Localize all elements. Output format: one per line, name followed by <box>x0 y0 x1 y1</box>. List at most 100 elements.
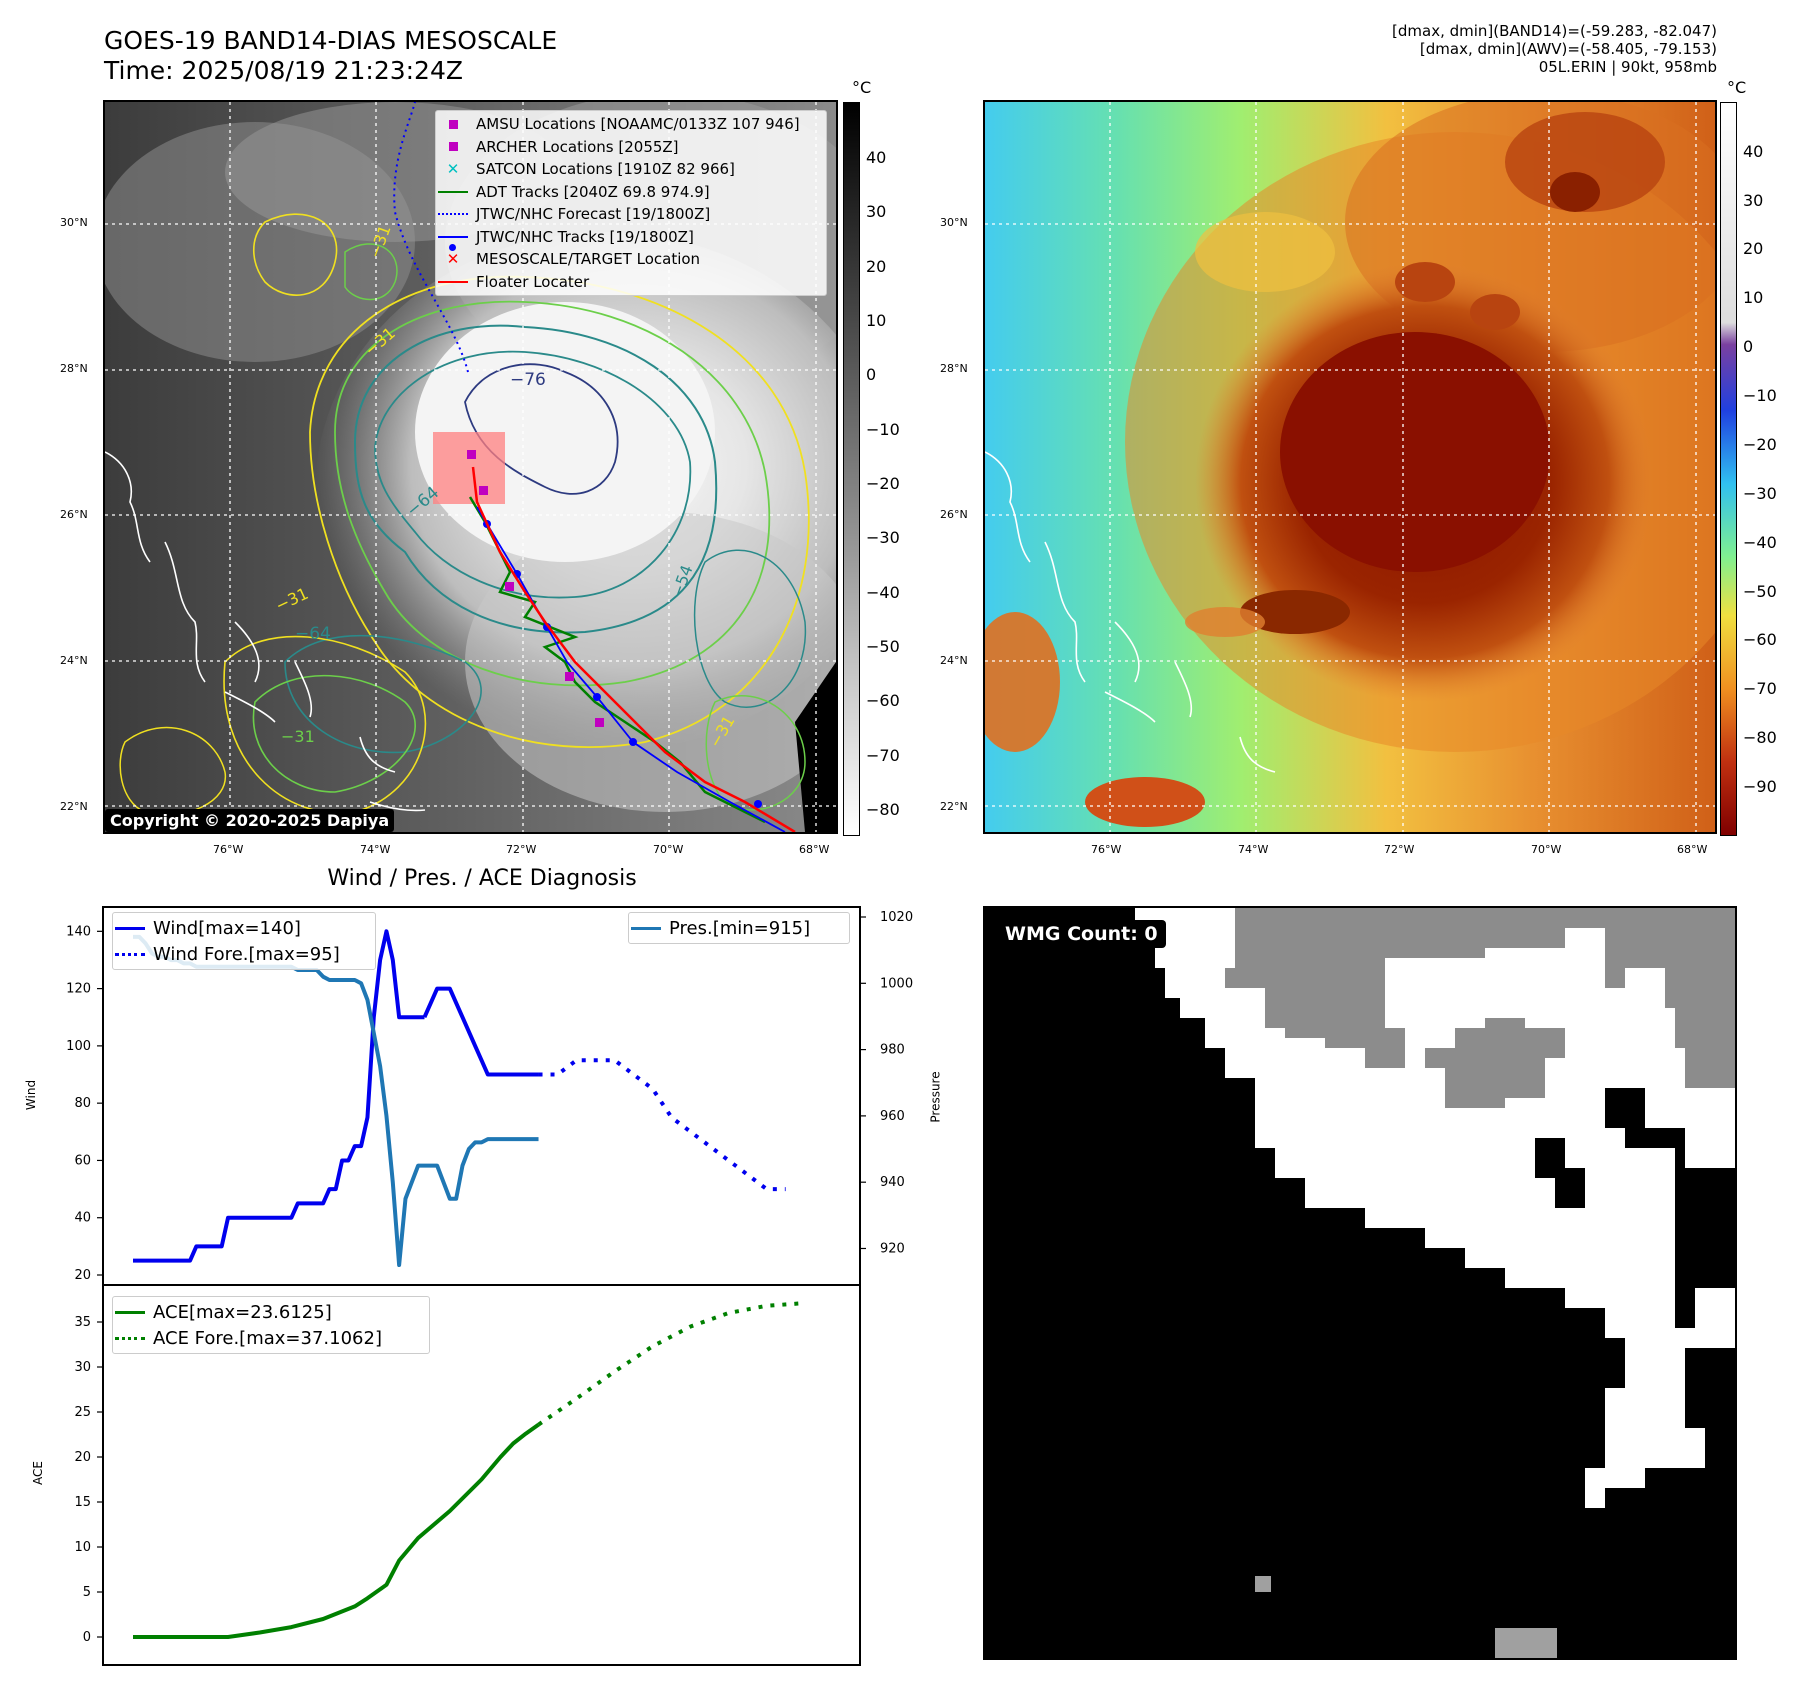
pressure-axis-tick-label: 1020 <box>880 910 913 925</box>
x-marker-icon: ✕ <box>446 160 460 179</box>
ace-legend: ACE[max=23.6125] ACE Fore.[max=37.1062] <box>112 1296 430 1354</box>
ace-axis-tick-label: 30 <box>74 1360 91 1375</box>
lat-label: 22°N <box>60 800 88 813</box>
pressure-axis-tick-label: 980 <box>880 1043 905 1058</box>
colorbar-tick: 0 <box>1743 337 1754 356</box>
colorbar-tick: −90 <box>1743 777 1777 796</box>
ace-plot-frame <box>102 1284 861 1666</box>
colorbar-tick: 30 <box>1743 191 1764 210</box>
ace-axis-tick-label: 25 <box>74 1405 91 1420</box>
ace-axis-tick-label: 10 <box>74 1540 91 1555</box>
colorbar-tick: −40 <box>1743 533 1777 552</box>
colorbar-tick: −50 <box>1743 582 1777 601</box>
wind-series-line <box>133 929 425 1263</box>
copyright-label: Copyright © 2020-2025 Dapiya <box>105 809 395 832</box>
legend-item-tracks: JTWC/NHC Tracks [19/1800Z] <box>436 226 826 251</box>
ace-axis-tick-label: 5 <box>83 1585 91 1600</box>
legend-item-wind-forecast: Wind Fore.[max=95] <box>113 941 375 967</box>
legend-item-floater: Floater Locater <box>436 271 826 294</box>
contour-label: −31 <box>281 727 315 746</box>
ace-axis-tick-label: 20 <box>74 1450 91 1465</box>
legend-item-forecast: JTWC/NHC Forecast [19/1800Z] <box>436 203 826 226</box>
dotted-line-icon <box>438 213 468 216</box>
pressure-series-line <box>133 934 539 1268</box>
gray-colorbar-unit: °C <box>852 78 872 97</box>
pressure-axis-tick-label: 1000 <box>880 976 913 991</box>
x-marker-icon: ✕ <box>446 250 460 269</box>
colorbar-tick: −70 <box>1743 679 1777 698</box>
line-marker-icon <box>438 280 468 283</box>
pressure-axis-label: Pressure <box>928 1071 943 1123</box>
legend-item-satcon: ✕ SATCON Locations [1910Z 82 966] <box>436 158 826 181</box>
colorbar-tick: −20 <box>1743 435 1777 454</box>
color-colorbar-ticks: 40 30 20 10 0 −10 −20 −30 −40 −50 −60 −7… <box>1743 100 1793 834</box>
mesoscale-target-box <box>433 432 505 504</box>
colorbar-tick: −60 <box>866 691 900 710</box>
lat-label: 26°N <box>940 508 968 521</box>
colorbar-tick: 40 <box>1743 142 1764 161</box>
dotted-line-icon <box>115 1336 145 1340</box>
line-marker-icon <box>631 926 661 930</box>
wind-axis-tick-label: 120 <box>66 982 91 997</box>
contour-label: −64 <box>295 624 331 644</box>
wind-axis-label: Wind <box>24 1079 39 1111</box>
wind-axis-tick-label: 20 <box>74 1268 91 1283</box>
colorbar-tick: −50 <box>866 637 900 656</box>
colorbar-tick: −80 <box>1743 728 1777 747</box>
legend-item-adt: ADT Tracks [2040Z 69.8 974.9] <box>436 181 826 204</box>
wind-series-line <box>422 986 539 1077</box>
pressure-axis-tick-label: 960 <box>880 1109 905 1124</box>
colorbar-tick: −80 <box>866 800 900 819</box>
colorbar-tick: −70 <box>866 746 900 765</box>
track-legend: AMSU Locations [NOAAMC/0133Z 107 946] AR… <box>435 110 827 296</box>
gray-colorbar <box>843 102 860 836</box>
pressure-axis-tick-label: 940 <box>880 1175 905 1190</box>
line-marker-icon <box>115 926 145 930</box>
lon-label: 68°W <box>799 843 830 856</box>
colorbar-tick: 10 <box>1743 288 1764 307</box>
lon-label: 70°W <box>1531 843 1562 856</box>
colorbar-tick: −30 <box>866 528 900 547</box>
legend-item-wind: Wind[max=140] <box>113 915 375 941</box>
line-marker-icon <box>115 1310 145 1314</box>
wind-axis-tick-label: 140 <box>66 924 91 939</box>
line-marker-icon <box>438 190 468 193</box>
ace-axis-tick-label: 35 <box>74 1315 91 1330</box>
title-line-1: GOES-19 BAND14-DIAS MESOSCALE <box>104 26 558 55</box>
wind-axis-tick-label: 100 <box>66 1039 91 1054</box>
wind-legend: Wind[max=140] Wind Fore.[max=95] <box>112 912 376 970</box>
lon-label: 76°W <box>1091 843 1122 856</box>
lon-label: 70°W <box>653 843 684 856</box>
lat-label: 24°N <box>60 654 88 667</box>
band14-map-panel: −76 −64 −64 −31 −31 −31 −31 −31 −54 AMSU… <box>103 100 838 834</box>
wind-axis-tick-label: 40 <box>74 1211 91 1226</box>
pressure-legend: Pres.[min=915] <box>628 912 850 944</box>
lat-label: 28°N <box>60 362 88 375</box>
lat-label: 28°N <box>940 362 968 375</box>
lon-label: 74°W <box>1238 843 1269 856</box>
color-colorbar-unit: °C <box>1727 78 1747 97</box>
info-line-2: [dmax, dmin](AWV)=(-58.405, -79.153) <box>1419 40 1717 58</box>
wind-axis-tick-label: 80 <box>74 1096 91 1111</box>
pressure-axis-tick-label: 920 <box>880 1241 905 1256</box>
square-marker-icon <box>448 142 458 152</box>
figure-title: GOES-19 BAND14-DIAS MESOSCALE Time: 2025… <box>104 26 557 86</box>
legend-item-amsu: AMSU Locations [NOAAMC/0133Z 107 946] <box>436 113 826 136</box>
colorbar-tick: −20 <box>866 474 900 493</box>
colorbar-tick: 20 <box>866 257 887 276</box>
ace-axis-tick-label: 15 <box>74 1495 91 1510</box>
square-marker-icon <box>448 119 458 129</box>
ace-axis-tick-label: 0 <box>83 1630 91 1645</box>
lon-label: 68°W <box>1677 843 1708 856</box>
colorbar-tick: 30 <box>866 202 887 221</box>
lon-label: 76°W <box>213 843 244 856</box>
legend-item-ace: ACE[max=23.6125] <box>113 1299 429 1325</box>
color-colorbar <box>1720 102 1737 836</box>
colorbar-tick: 10 <box>866 311 887 330</box>
awv-map-svg <box>985 102 1715 832</box>
wind-axis-tick-label: 60 <box>74 1153 91 1168</box>
info-line-1: [dmax, dmin](BAND14)=(-59.283, -82.047) <box>1392 22 1717 40</box>
gray-colorbar-ticks: 40 30 20 10 0 −10 −20 −30 −40 −50 −60 −7… <box>866 100 926 834</box>
lat-label: 26°N <box>60 508 88 521</box>
wind-forecast-series-line <box>538 1058 786 1192</box>
